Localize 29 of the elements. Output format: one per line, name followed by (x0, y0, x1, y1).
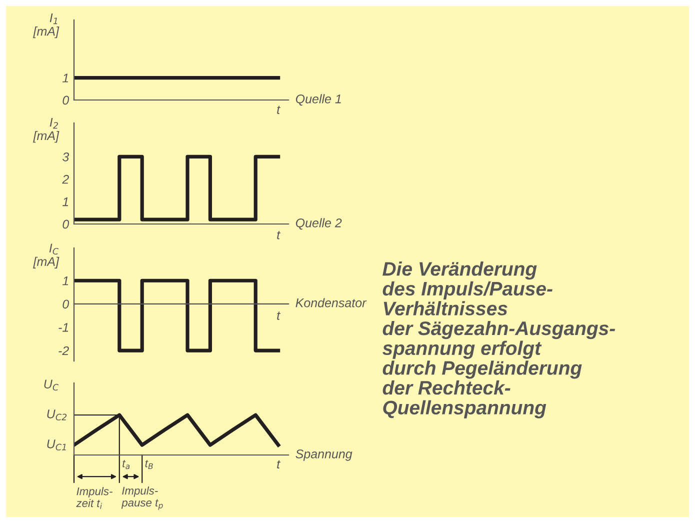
series-label: Spannung (296, 450, 352, 461)
y-tick-label: 0 (62, 220, 70, 229)
text: Die Veränderung des Impuls/Pause- Verhältnisses der Sägezahn-Ausgangs- spannung erfolgt durch Pegeländerung der Rechteck- Quellenspannung (382, 262, 616, 418)
text: Impuls- zeit t$_{i}$ (76, 487, 112, 509)
x-axis-title: t (277, 231, 280, 240)
y-tick-label: -1 (58, 323, 68, 332)
y-tick-label: 0 (62, 300, 70, 309)
text: Impuls- pause t$_{p}$ (121, 486, 163, 510)
text: Kondensator (296, 298, 367, 308)
x-axis-title: t (277, 460, 280, 468)
y-tick-label: 3 (62, 152, 70, 162)
y-axis-title: I$_{C}$ [mA] (33, 244, 60, 268)
y-tick-label: 1 (62, 74, 68, 82)
y-tick-label: -2 (58, 346, 69, 356)
text: U$_{C1}$ (47, 440, 66, 450)
y-tick-label: 0 (62, 96, 70, 105)
ref-line-label: U$_{C2}$ (47, 410, 67, 420)
y-tick-label: 1 (62, 276, 68, 286)
y-tick-label: 1 (62, 197, 68, 206)
text: t$_{B}$ (145, 460, 153, 470)
text: Quelle 2 (296, 218, 342, 230)
text: t$_{a}$ (122, 460, 130, 470)
y-axis-title: U$_{C}$ (44, 380, 59, 391)
y-axis-title: I$_{2}$ [mA] (33, 118, 60, 143)
y-tick-label: 2 (62, 174, 69, 184)
series-label: Quelle 1 (296, 94, 341, 106)
y-axis-title: I$_{1}$ [mA] (33, 13, 60, 38)
x-axis-title: t (277, 106, 280, 114)
x-axis-title: t (277, 312, 280, 320)
